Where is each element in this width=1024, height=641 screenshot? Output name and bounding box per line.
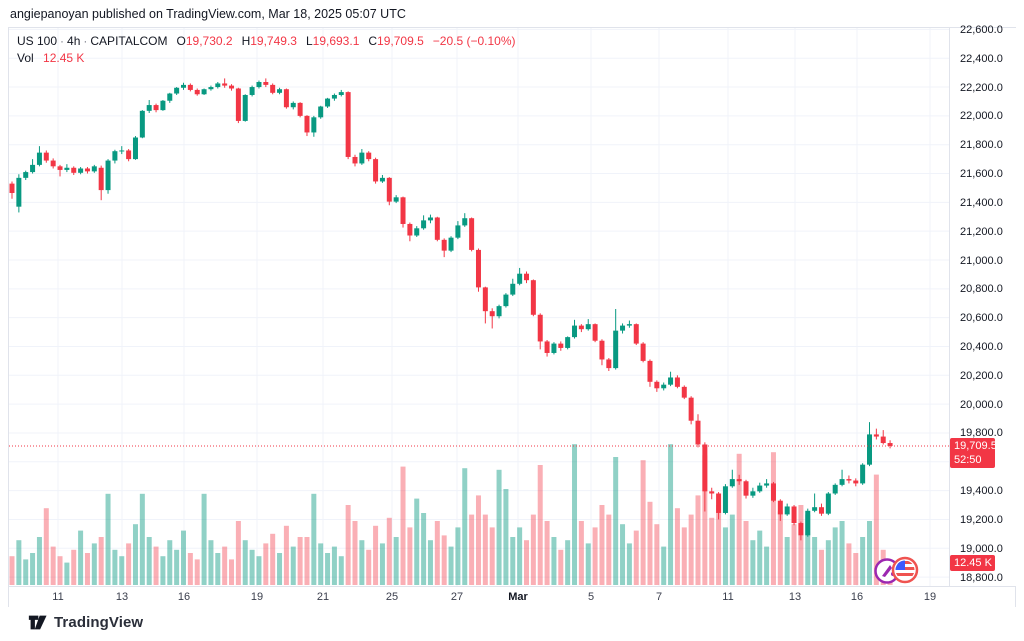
attribution-text: angiepanoyan published on TradingView.co… — [10, 7, 406, 21]
symbol-name[interactable]: US 100 — [17, 34, 58, 48]
price-axis-label: 22,000.0 — [960, 110, 1003, 123]
price-axis-label: 20,800.0 — [960, 283, 1003, 296]
price-axis-label: 21,000.0 — [960, 254, 1003, 267]
ohlc-low: L19,693.1 — [305, 34, 360, 48]
time-axis-label: 13 — [115, 591, 129, 603]
time-axis-label: 16 — [850, 591, 864, 603]
volume-badge: 12.45 K — [950, 555, 995, 572]
price-axis-label: 22,200.0 — [960, 81, 1003, 94]
candlestick-chart[interactable] — [9, 28, 949, 586]
price-scale[interactable]: 22,600.0 22,400.0 22,200.0 22,000.0 21,800.0… — [949, 24, 1016, 586]
price-axis-label: 19,200.0 — [960, 513, 1003, 526]
price-axis-label: 21,800.0 — [960, 139, 1003, 152]
time-axis-label: 5 — [587, 591, 595, 603]
tradingview-logo-icon[interactable] — [28, 613, 47, 632]
event-markers-icons — [874, 556, 919, 584]
price-axis-label: 19,000.0 — [960, 542, 1003, 555]
time-axis-label: Mar — [508, 591, 528, 603]
bar-countdown: 52:50 — [954, 454, 982, 466]
time-axis-label: 16 — [177, 591, 191, 603]
time-axis-label: 21 — [316, 591, 330, 603]
chart-widget: US 100 · 4h · CAPITALCOM O19,730.2 H19,749.3 L1… — [8, 24, 1016, 607]
price-axis-label: 20,200.0 — [960, 369, 1003, 382]
symbol-legend[interactable]: US 100 · 4h · CAPITALCOM O19,730.2 H19,749.3 L1… — [17, 33, 516, 67]
last-price-value: 19,709.5 — [954, 440, 997, 452]
price-axis-label: 21,600.0 — [960, 168, 1003, 181]
ohlc-open: O19,730.2 — [176, 34, 233, 48]
legend-separator: · — [83, 34, 88, 48]
volume-badge-value: 12.45 K — [954, 557, 992, 570]
event-markers[interactable] — [872, 555, 922, 592]
rocket-icon — [882, 565, 892, 577]
time-axis-label: 19 — [923, 591, 937, 603]
time-axis-label: 11 — [722, 591, 734, 603]
exchange-label: CAPITALCOM — [90, 34, 168, 48]
price-axis-label: 22,400.0 — [960, 52, 1003, 65]
time-axis-label: 25 — [385, 591, 399, 603]
legend-row-main: US 100 · 4h · CAPITALCOM O19,730.2 H19,749.3 L1… — [17, 33, 516, 50]
price-axis-label: 21,200.0 — [960, 225, 1003, 238]
price-axis-label: 21,400.0 — [960, 196, 1003, 209]
footer: TradingView — [28, 613, 143, 632]
change-value: −20.5 (−0.10%) — [432, 34, 516, 48]
time-axis-label: 27 — [450, 591, 464, 603]
price-axis-label: 22,600.0 — [960, 23, 1003, 36]
volume-label: Vol — [17, 51, 34, 65]
time-axis-label: 19 — [250, 591, 264, 603]
price-axis-label: 19,800.0 — [960, 427, 1003, 440]
last-price-badge: 19,709.5 52:50 — [950, 438, 997, 468]
interval-label[interactable]: 4h — [67, 34, 81, 48]
price-axis-label: 18,800.0 — [960, 571, 1003, 584]
legend-separator: · — [60, 34, 65, 48]
us-economic-event-icon[interactable] — [891, 556, 919, 584]
volume-value: 12.45 K — [43, 51, 85, 65]
tradingview-wordmark[interactable]: TradingView — [54, 614, 144, 631]
time-scale[interactable]: 11 13 16 19 21 25 27 Mar 5 7 11 13 16 19 — [9, 586, 1015, 607]
time-axis-label: 11 — [52, 591, 64, 603]
us-flag-icon — [895, 560, 915, 579]
legend-row-volume: Vol 12.45 K — [17, 50, 516, 67]
price-axis-label: 20,000.0 — [960, 398, 1003, 411]
price-axis-label: 19,400.0 — [960, 485, 1003, 498]
time-axis-label: 7 — [655, 591, 663, 603]
time-axis-label: 13 — [788, 591, 802, 603]
ohlc-close: C19,709.5 — [368, 34, 424, 48]
ohlc-high: H19,749.3 — [241, 34, 297, 48]
price-axis-label: 20,400.0 — [960, 340, 1003, 353]
price-axis-label: 20,600.0 — [960, 312, 1003, 325]
